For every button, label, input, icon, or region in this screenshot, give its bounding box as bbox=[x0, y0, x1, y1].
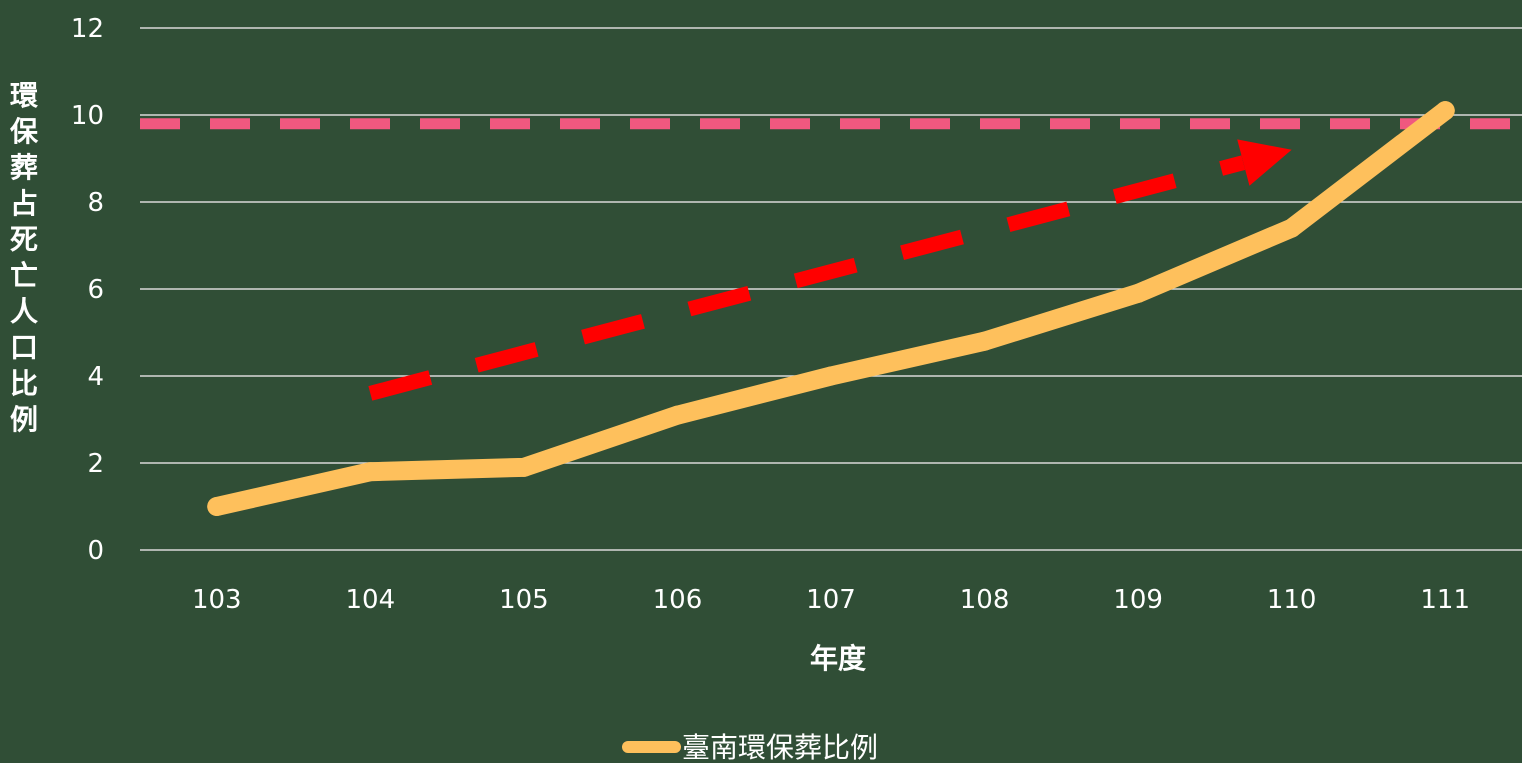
x-tick-label: 106 bbox=[653, 585, 703, 615]
y-axis-title-char: 例 bbox=[10, 403, 38, 436]
x-tick-label: 110 bbox=[1267, 585, 1317, 615]
y-axis-title-char: 口 bbox=[10, 331, 38, 364]
series bbox=[207, 101, 1455, 516]
x-tick-label: 111 bbox=[1420, 585, 1470, 615]
y-tick-label: 8 bbox=[87, 188, 104, 218]
y-tick-label: 0 bbox=[87, 536, 104, 566]
y-axis-title-char: 亡 bbox=[10, 259, 38, 292]
y-axis-title-char: 葬 bbox=[10, 151, 38, 184]
y-tick-labels: 0 2 4 6 8 10 12 bbox=[71, 14, 104, 566]
data-point bbox=[514, 457, 534, 477]
annotations bbox=[140, 118, 1522, 401]
y-axis-title-char: 比 bbox=[10, 367, 38, 400]
y-axis-title-char: 人 bbox=[10, 295, 38, 328]
x-tick-label: 104 bbox=[346, 585, 396, 615]
y-axis-title-char: 保 bbox=[10, 115, 39, 148]
x-tick-label: 109 bbox=[1113, 585, 1163, 615]
legend: 臺南環保葬比例 bbox=[622, 731, 878, 763]
data-point bbox=[207, 497, 227, 516]
data-point bbox=[975, 331, 995, 351]
trend-arrow-head bbox=[1237, 139, 1292, 186]
data-point bbox=[1128, 283, 1148, 303]
data-point bbox=[821, 366, 841, 386]
y-tick-label: 12 bbox=[71, 14, 104, 44]
y-tick-label: 2 bbox=[87, 449, 104, 479]
x-tick-labels: 103 104 105 106 107 108 109 110 111 bbox=[192, 585, 1470, 615]
data-point bbox=[1282, 218, 1302, 238]
x-tick-label: 108 bbox=[960, 585, 1010, 615]
legend-label: 臺南環保葬比例 bbox=[682, 731, 878, 763]
data-point bbox=[1435, 101, 1455, 121]
data-point bbox=[667, 405, 687, 425]
x-tick-label: 103 bbox=[192, 585, 242, 615]
y-axis-title-char: 環 bbox=[10, 79, 39, 112]
y-tick-label: 10 bbox=[71, 101, 104, 131]
x-axis-title: 年度 bbox=[810, 642, 866, 675]
data-point bbox=[360, 462, 380, 482]
y-axis-title-char: 死 bbox=[10, 223, 38, 256]
trend-arrow-shaft bbox=[368, 155, 1246, 401]
y-tick-label: 6 bbox=[87, 275, 104, 305]
y-axis-title-char: 占 bbox=[10, 187, 38, 220]
x-tick-label: 107 bbox=[806, 585, 856, 615]
x-tick-label: 105 bbox=[499, 585, 549, 615]
y-tick-label: 4 bbox=[87, 362, 104, 392]
